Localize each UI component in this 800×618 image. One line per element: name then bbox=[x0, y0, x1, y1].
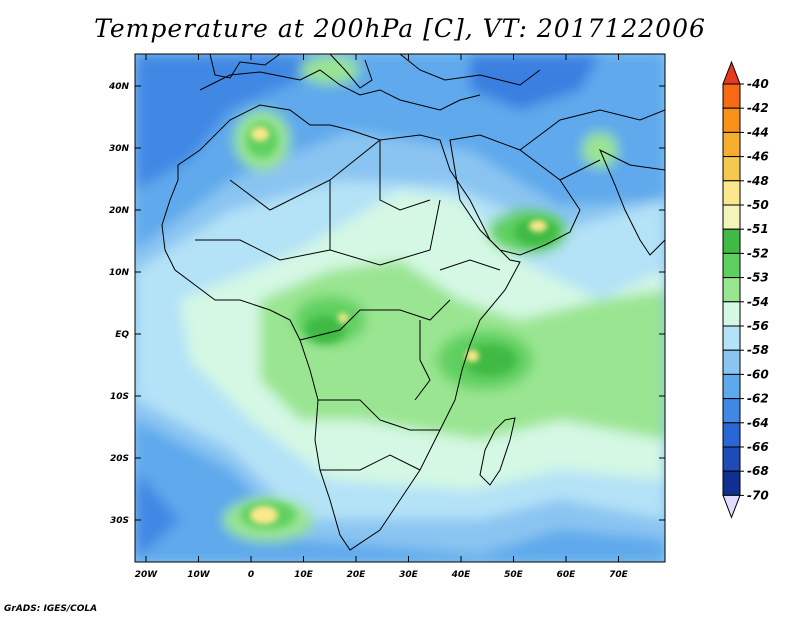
field-colder-northeast bbox=[470, 54, 600, 110]
colorbar-label: -52 bbox=[747, 246, 769, 260]
field-warm-congo bbox=[338, 313, 348, 323]
arabia-coastline bbox=[449, 134, 581, 256]
lon-label: 10E bbox=[294, 570, 314, 580]
lon-label: 10W bbox=[187, 570, 211, 580]
colorbar-label: -54 bbox=[747, 295, 769, 309]
colorbar-swatch bbox=[722, 349, 741, 375]
border-chad-sudan bbox=[329, 180, 441, 266]
field-darkgreen-arabia bbox=[514, 218, 558, 246]
gulf-coast bbox=[559, 159, 601, 181]
colorbar-label: -70 bbox=[747, 488, 769, 502]
madagascar-coastline bbox=[479, 417, 516, 486]
border-south-central bbox=[318, 399, 440, 431]
lon-label: 40E bbox=[451, 570, 472, 580]
colorbar-swatch bbox=[722, 422, 741, 448]
lat-label: 10S bbox=[110, 392, 129, 402]
colorbar-swatch bbox=[722, 277, 741, 303]
border-east-lakes bbox=[414, 320, 431, 401]
lat-label: 30N bbox=[109, 144, 130, 154]
border-southern bbox=[320, 454, 421, 471]
field-green-europe bbox=[300, 56, 360, 84]
black-sea-coast bbox=[399, 54, 541, 86]
colorbar-label: -68 bbox=[747, 464, 769, 478]
lon-label: 30E bbox=[399, 570, 419, 580]
lat-label: EQ bbox=[115, 330, 129, 340]
lon-label: 0 bbox=[248, 570, 254, 580]
lon-label: 50E bbox=[504, 570, 524, 580]
colorbar-swatch bbox=[722, 83, 741, 109]
colorbar: -40 -42 -44 -46 -48 -50 -51 -52 -53 -54 -56 -58 -60 -… bbox=[722, 60, 769, 519]
lat-label: 20N bbox=[109, 206, 130, 216]
colorbar-bottom-arrow bbox=[722, 494, 741, 519]
colorbar-label: -42 bbox=[747, 101, 769, 115]
lon-label: 20E bbox=[347, 570, 367, 580]
colorbar-swatch bbox=[722, 470, 741, 496]
colorbar-swatch bbox=[722, 398, 741, 424]
colorbar-label: -56 bbox=[747, 319, 769, 333]
colorbar-swatch bbox=[722, 204, 741, 230]
colorbar-label: -66 bbox=[747, 440, 769, 454]
colorbar-swatch bbox=[722, 107, 741, 133]
colorbar-label: -60 bbox=[747, 367, 769, 381]
lat-label: 40N bbox=[108, 82, 130, 92]
colorbar-swatch bbox=[722, 301, 741, 327]
colorbar-swatch bbox=[722, 131, 741, 158]
colorbar-swatch bbox=[722, 446, 741, 472]
iberia-coast bbox=[209, 54, 281, 79]
field-colder-southwest bbox=[135, 470, 180, 560]
lat-label: 10N bbox=[109, 268, 130, 278]
colorbar-label: -64 bbox=[747, 416, 769, 430]
map-frame bbox=[134, 53, 666, 563]
colorbar-swatch bbox=[722, 373, 741, 400]
latitude-axis: 40N 30N 20N 10N EQ 10S 20S 30S bbox=[108, 82, 665, 526]
colorbar-swatch bbox=[722, 252, 741, 279]
colorbar-top-arrow bbox=[722, 60, 741, 85]
longitude-axis: 20W 10W 0 10E 20E 30E 40E 50E 60E 70E bbox=[135, 54, 629, 580]
field-warm-southatlantic bbox=[250, 506, 278, 524]
colorbar-swatch bbox=[722, 325, 741, 351]
india-coastline bbox=[599, 148, 665, 256]
lat-label: 30S bbox=[110, 516, 129, 526]
lat-label: 20S bbox=[110, 454, 129, 464]
colorbar-swatch bbox=[722, 228, 741, 254]
colorbar-label: -62 bbox=[747, 392, 769, 406]
colorbar-label: -51 bbox=[747, 222, 769, 236]
colorbar-label: -44 bbox=[747, 125, 769, 139]
grads-credit: GrADS: IGES/COLA bbox=[4, 604, 98, 614]
coastlines bbox=[161, 54, 665, 551]
field-colder-northwest bbox=[135, 54, 330, 190]
chart-title: Temperature at 200hPa [C], VT: 201712200… bbox=[94, 14, 706, 43]
field-warm-arabia bbox=[529, 220, 547, 232]
colorbar-swatch bbox=[722, 156, 741, 182]
colorbar-label: -53 bbox=[747, 271, 769, 285]
colorbar-label: -40 bbox=[747, 77, 769, 91]
colorbar-label: -48 bbox=[747, 174, 769, 188]
colorbar-swatch bbox=[722, 180, 741, 206]
lon-label: 60E bbox=[557, 570, 577, 580]
africa-coastline bbox=[161, 104, 521, 551]
border-sahel bbox=[195, 239, 331, 261]
border-horn bbox=[439, 259, 501, 271]
mediterranean-coast bbox=[199, 69, 481, 111]
border-egypt bbox=[379, 140, 431, 211]
field-warm-eastafrica bbox=[465, 350, 479, 362]
border-middle-east bbox=[519, 109, 665, 151]
field-warm-northwest bbox=[251, 127, 269, 141]
lon-label: 20W bbox=[135, 570, 159, 580]
colorbar-label: -50 bbox=[747, 198, 769, 212]
lon-label: 70E bbox=[609, 570, 629, 580]
italy-coast bbox=[329, 54, 373, 89]
colorbar-label: -46 bbox=[747, 150, 769, 164]
colorbar-label: -58 bbox=[747, 343, 769, 357]
border-equatorial bbox=[299, 299, 451, 341]
temperature-field bbox=[135, 54, 665, 562]
border-sahara bbox=[229, 139, 381, 211]
field-darkgreen-congo bbox=[305, 316, 345, 344]
